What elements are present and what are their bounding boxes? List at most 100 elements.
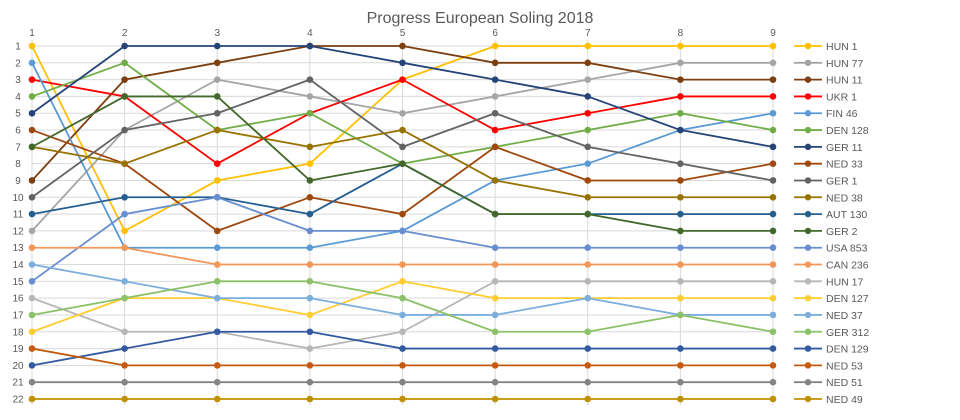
legend-point-marker [804,42,812,50]
legend-point-marker [804,227,812,235]
data-point [213,126,221,134]
legend-label: GER 11 [826,142,863,154]
data-point [121,328,128,336]
data-point [399,278,406,285]
legend-point-marker [804,362,812,369]
data-point [213,76,221,83]
legend-item: AUT 130 [794,209,867,221]
data-point [491,210,499,218]
data-point [399,59,406,67]
data-point [213,59,221,67]
data-point [306,244,314,252]
legend-point-marker [804,311,812,319]
legend-item: HUN 17 [794,276,864,288]
data-point [28,395,36,403]
data-point [213,244,221,252]
data-point [491,395,499,403]
data-point [28,143,36,151]
data-point [584,328,592,336]
legend-point-marker [804,93,812,100]
legend-point-marker [804,110,812,117]
data-point [584,278,592,285]
data-point [121,362,128,369]
data-point [584,362,592,369]
data-point [28,109,36,117]
legend-item: HUN 77 [794,58,864,70]
data-point [491,42,499,50]
y-tick-label: 10 [12,193,24,204]
data-point [769,109,777,117]
data-point [306,278,314,285]
data-point [769,193,777,201]
data-point [28,328,36,336]
legend-item: DEN 128 [794,125,869,137]
data-point [769,294,777,302]
data-point [28,294,36,302]
series-ger-2 [28,93,777,235]
data-point [399,261,406,268]
x-tick-label: 3 [214,28,220,39]
data-point [28,345,36,352]
data-point [121,42,128,50]
legend-label: UKR 1 [826,91,857,103]
series-ned-49 [28,395,777,403]
y-tick-label: 8 [15,159,21,170]
data-point [491,362,499,369]
data-point [213,294,221,302]
data-point [28,42,36,50]
data-point [677,126,684,134]
legend-item: HUN 1 [794,41,858,53]
data-point [399,109,406,117]
series-ned-53 [28,345,777,369]
legend-label: DEN 127 [826,293,869,305]
data-point [306,42,314,50]
legend-item: NED 33 [794,159,863,171]
data-point [584,193,592,201]
legend-item: HUN 11 [794,75,863,87]
legend-label: DEN 128 [826,125,869,137]
data-point [769,345,777,352]
y-tick-label: 20 [12,361,24,372]
data-point [584,378,592,386]
data-point [28,244,36,252]
data-point [306,362,314,369]
x-tick-label: 2 [122,28,128,39]
data-point [769,244,777,252]
data-point [121,244,128,252]
legend-label: HUN 17 [826,276,864,288]
data-point [584,244,592,252]
legend-point-marker [804,126,812,134]
y-tick-label: 2 [15,58,21,69]
data-point [769,126,777,134]
data-point [584,160,592,167]
data-point [306,395,314,403]
legend-item: FIN 46 [794,108,858,120]
legend-point-marker [804,194,812,201]
legend-point-marker [804,345,812,352]
data-point [677,93,684,100]
legend-label: GER 1 [826,175,858,187]
data-point [491,126,499,134]
data-point [213,177,221,184]
series-ned-37 [28,261,777,319]
data-point [677,345,684,352]
legend-point-marker [804,160,812,167]
data-point [213,42,221,50]
data-point [677,160,684,167]
data-point [584,126,592,134]
data-point [213,362,221,369]
series-ukr-1 [28,76,777,167]
legend-label: NED 49 [826,394,863,406]
legend-label: GER 312 [826,327,869,339]
y-tick-label: 15 [12,277,24,288]
data-point [213,109,221,117]
data-point [28,177,36,184]
data-point [769,261,777,268]
legend-item: USA 853 [794,243,868,255]
y-tick-label: 13 [12,243,24,254]
data-point [399,294,406,302]
legend-point-marker [804,378,812,386]
data-point [121,210,128,218]
data-point [121,345,128,352]
data-point [769,143,777,151]
